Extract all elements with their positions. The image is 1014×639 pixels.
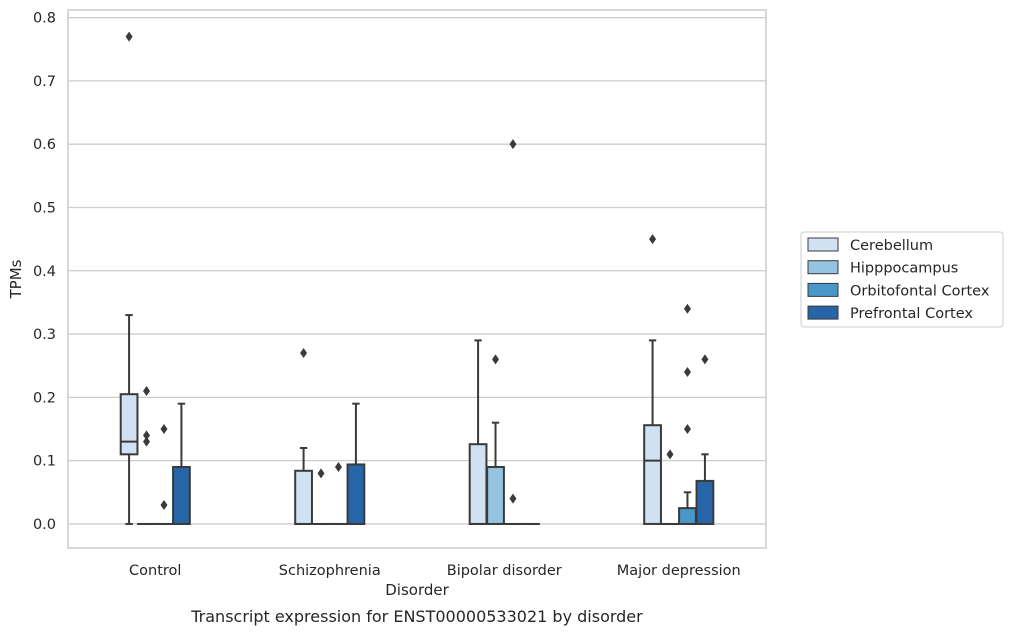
outlier-point [684, 424, 691, 434]
outlier-point [684, 304, 691, 314]
box-body [173, 467, 190, 524]
outlier-point [126, 32, 133, 42]
legend-swatch [808, 238, 838, 251]
box-group [679, 304, 696, 524]
legend-label: Orbitofontal Cortex [850, 283, 990, 299]
box-body [644, 425, 661, 524]
box-body [121, 394, 138, 454]
box-body [470, 444, 487, 524]
outlier-point [318, 468, 325, 478]
outlier-point [701, 354, 708, 364]
outlier-point [509, 494, 516, 504]
box-group [697, 354, 714, 524]
box-body [697, 481, 714, 524]
box-body [487, 467, 504, 524]
y-tick-label: 0.7 [33, 74, 56, 90]
box-plot-marks [121, 32, 714, 524]
outlier-point [143, 386, 150, 396]
outlier-point [160, 424, 167, 434]
box-group [156, 424, 173, 524]
legend-label: Prefrontal Cortex [850, 306, 973, 322]
legend-swatch [808, 306, 838, 319]
outlier-point [667, 449, 674, 459]
x-tick-label: Schizophrenia [279, 563, 381, 579]
outlier-point [649, 234, 656, 244]
box-group [348, 404, 365, 524]
y-tick-label: 0.4 [33, 264, 56, 280]
outlier-point [684, 367, 691, 377]
box-group [313, 468, 330, 524]
outlier-point [509, 139, 516, 149]
box-group [470, 340, 487, 524]
box-group [487, 354, 504, 524]
y-tick-label: 0.5 [33, 200, 56, 216]
box-group [138, 386, 155, 524]
box-group [173, 404, 190, 524]
box-group [121, 32, 138, 524]
box-body [679, 508, 696, 524]
x-tick-label: Major depression [617, 563, 741, 579]
box-group [505, 139, 522, 524]
box-group [295, 348, 312, 524]
y-tick-label: 0.1 [33, 454, 56, 470]
box-group [330, 462, 347, 524]
x-axis-label: Disorder [385, 581, 449, 599]
x-tick-label: Bipolar disorder [447, 563, 562, 579]
y-axis-label: TPMs [7, 259, 25, 299]
chart-caption: Transcript expression for ENST0000053302… [190, 607, 643, 626]
legend-swatch [808, 261, 838, 274]
outlier-point [300, 348, 307, 358]
y-tick-label: 0.3 [33, 327, 56, 343]
legend-label: Hipppocampus [850, 261, 958, 277]
legend: Cerebellum Hipppocampus Orbitofontal Corte… [801, 232, 1003, 327]
y-tick-label: 0.2 [33, 390, 56, 406]
outlier-point [335, 462, 342, 472]
box-group [644, 234, 661, 524]
x-tick-label: Control [129, 563, 181, 579]
y-tick-label: 0.0 [33, 517, 56, 533]
box-body [295, 471, 312, 524]
legend-swatch [808, 283, 838, 296]
y-axis-ticks: 0.0 0.1 0.2 0.3 0.4 0.5 0.6 0.7 0.8 [33, 11, 56, 533]
x-axis-ticks: Control Schizophrenia Bipolar disorder Majo… [129, 563, 741, 579]
y-tick-label: 0.8 [33, 11, 56, 27]
outlier-point [492, 354, 499, 364]
legend-label: Cerebellum [850, 238, 933, 254]
y-tick-label: 0.6 [33, 137, 56, 153]
outlier-point [143, 437, 150, 447]
box-body [348, 464, 365, 523]
outlier-point [160, 500, 167, 510]
